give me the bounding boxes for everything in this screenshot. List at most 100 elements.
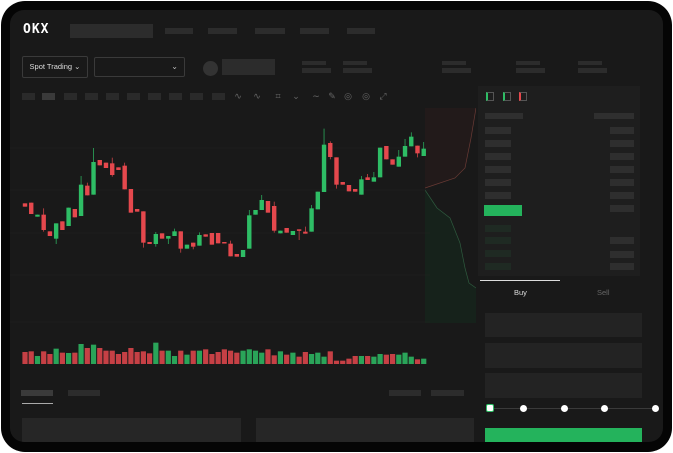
volume-bar xyxy=(159,350,165,364)
candle-down xyxy=(352,189,358,192)
ask-price xyxy=(485,127,511,134)
bid-amount xyxy=(610,237,634,244)
candle-down xyxy=(191,242,196,247)
slider-stop-75[interactable] xyxy=(601,405,608,412)
volume-bar xyxy=(252,350,259,364)
volume-bar xyxy=(321,356,327,364)
candle-down xyxy=(346,185,352,192)
line-icon[interactable]: ∼ xyxy=(312,91,320,101)
compare-icon[interactable]: ⌄ xyxy=(292,91,300,101)
search-bar[interactable] xyxy=(70,24,153,38)
both-sides-icon[interactable] xyxy=(486,92,494,101)
volume-bar xyxy=(215,352,221,364)
tab-sell[interactable]: Sell xyxy=(597,288,610,297)
timeframe-button[interactable] xyxy=(212,93,225,100)
spot-trading-dropdown[interactable]: Spot Trading ⌄ xyxy=(22,56,88,78)
nav-item[interactable] xyxy=(165,28,193,34)
volume-bar xyxy=(53,348,59,364)
orders-filter-button[interactable] xyxy=(389,390,421,396)
timeframe-button[interactable] xyxy=(85,93,98,100)
chevron-down-icon: ⌄ xyxy=(74,62,81,71)
total-input[interactable] xyxy=(485,373,642,398)
amount-input[interactable] xyxy=(485,343,642,368)
candle-down xyxy=(415,145,420,154)
timeframe-button[interactable] xyxy=(148,93,161,100)
indicator-icon[interactable]: ∿ xyxy=(234,91,242,101)
candlestick-chart[interactable] xyxy=(10,110,430,380)
volume-bar xyxy=(90,344,97,364)
timeframe-button[interactable] xyxy=(42,93,55,100)
stat-label xyxy=(578,61,602,65)
amount-slider-track[interactable] xyxy=(490,408,655,409)
bid-amount xyxy=(610,251,634,258)
candle-up xyxy=(409,136,414,147)
candle-down xyxy=(97,160,102,166)
nav-item[interactable] xyxy=(347,28,375,34)
ask-amount xyxy=(610,166,634,173)
tab-open-orders[interactable] xyxy=(21,390,53,396)
candle-down xyxy=(147,242,152,244)
candle-up xyxy=(91,162,96,195)
stat-value xyxy=(578,68,607,73)
indicator-icon[interactable]: ∿ xyxy=(253,91,261,101)
volume-bar xyxy=(365,356,371,364)
candle-down xyxy=(203,234,208,237)
bids-only-icon[interactable] xyxy=(503,92,511,101)
trading-screen: OKX Spot Trading ⌄ ⌄ Buy Sell ∿ ∿ ⌗ ⌄ ∼ ✎ ◎ ◎ ⤢ xyxy=(10,10,663,442)
snapshot-icon[interactable]: ◎ xyxy=(344,91,352,101)
candle-down xyxy=(103,162,109,168)
candle-up xyxy=(253,210,258,215)
volume-bar xyxy=(315,352,321,364)
ask-price xyxy=(485,140,511,147)
volume-bar xyxy=(190,350,196,364)
orders-panel xyxy=(22,418,241,442)
volume-bar xyxy=(352,356,358,364)
timeframe-button[interactable] xyxy=(22,93,35,100)
tab-order-history[interactable] xyxy=(68,390,100,396)
draw-icon[interactable]: ⌗ xyxy=(275,91,281,101)
slider-handle[interactable] xyxy=(486,404,494,412)
timeframe-button[interactable] xyxy=(190,93,203,100)
timeframe-button[interactable] xyxy=(106,93,119,100)
slider-stop-100[interactable] xyxy=(652,405,659,412)
candle-down xyxy=(390,159,395,165)
candle-up xyxy=(259,200,264,210)
tab-buy[interactable]: Buy xyxy=(514,288,527,297)
volume-bar xyxy=(402,352,408,364)
candle-up xyxy=(78,184,84,216)
candle-down xyxy=(209,233,215,245)
timeframe-button[interactable] xyxy=(127,93,140,100)
fullscreen-icon[interactable]: ⤢ xyxy=(379,91,387,101)
buy-button[interactable] xyxy=(485,428,642,442)
volume-bar xyxy=(333,360,340,364)
candle-up xyxy=(184,244,190,249)
candle-down xyxy=(272,206,277,231)
price-input[interactable] xyxy=(485,313,642,337)
timeframe-button[interactable] xyxy=(64,93,77,100)
candle-down xyxy=(222,242,227,244)
timeframe-button[interactable] xyxy=(169,93,182,100)
candle-up xyxy=(377,147,383,178)
asks-only-icon[interactable] xyxy=(519,92,527,101)
volume-bar xyxy=(122,352,128,364)
nav-item[interactable] xyxy=(255,28,285,34)
slider-stop-25[interactable] xyxy=(520,405,527,412)
ask-price xyxy=(485,179,511,186)
volume-bar xyxy=(296,356,302,364)
ask-amount xyxy=(610,179,634,186)
candle-up xyxy=(66,207,71,226)
nav-item[interactable] xyxy=(208,28,237,34)
pen-icon[interactable]: ✎ xyxy=(328,91,336,101)
orders-more-button[interactable] xyxy=(431,390,464,396)
slider-stop-50[interactable] xyxy=(561,405,568,412)
nav-item[interactable] xyxy=(300,28,329,34)
candle-up xyxy=(35,214,40,217)
volume-bar xyxy=(140,351,146,364)
settings-icon[interactable]: ◎ xyxy=(362,91,370,101)
ob-price-header xyxy=(485,113,523,119)
candle-down xyxy=(47,231,53,236)
pair-selector[interactable]: ⌄ xyxy=(94,57,185,77)
ask-depth-line xyxy=(425,108,476,189)
okx-logo[interactable]: OKX xyxy=(23,22,50,37)
volume-bar xyxy=(414,359,421,364)
